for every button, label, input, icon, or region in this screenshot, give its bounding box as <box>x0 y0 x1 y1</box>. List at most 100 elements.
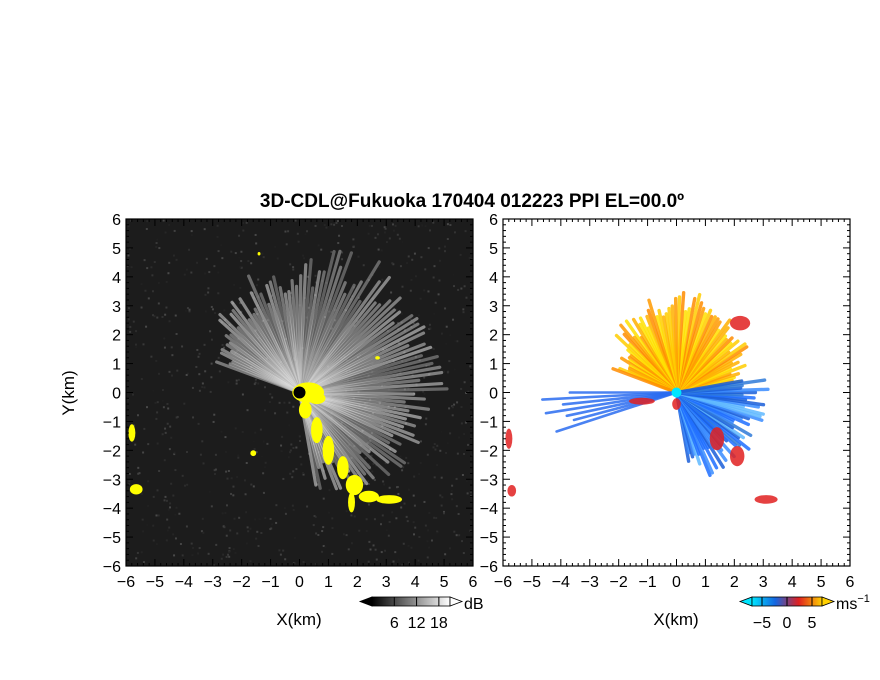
x-tick-label: 2 <box>730 574 739 591</box>
snr-noise-cell <box>321 530 324 533</box>
snr-noise-cell <box>436 464 439 467</box>
snr-noise-cell <box>288 424 291 427</box>
snr-noise-cell <box>213 469 216 472</box>
snr-noise-cell <box>221 343 224 346</box>
snr-noise-cell <box>170 482 173 485</box>
snr-noise-cell <box>436 444 439 447</box>
snr-noise-cell <box>166 402 169 405</box>
snr-noise-cell <box>220 430 223 433</box>
snr-noise-cell <box>262 491 265 494</box>
snr-noise-cell <box>246 409 249 412</box>
snr-highlight-region <box>375 356 380 360</box>
snr-noise-cell <box>383 231 386 234</box>
snr-noise-cell <box>257 278 260 281</box>
snr-noise-cell <box>331 527 334 530</box>
snr-noise-cell <box>295 468 298 471</box>
y-tick-label: 5 <box>489 241 498 258</box>
snr-noise-cell <box>132 424 135 427</box>
snr-noise-cell <box>385 529 388 532</box>
snr-noise-cell <box>169 506 172 509</box>
snr-noise-cell <box>290 443 293 446</box>
snr-noise-cell <box>217 271 220 274</box>
snr-noise-cell <box>255 284 258 287</box>
snr-noise-cell <box>152 524 155 527</box>
y-tick-label: 4 <box>112 270 121 287</box>
snr-noise-cell <box>381 514 384 517</box>
snr-noise-cell <box>143 259 146 262</box>
snr-noise-cell <box>172 254 175 257</box>
x-tick-label: 5 <box>440 574 449 591</box>
snr-noise-cell <box>444 553 447 556</box>
snr-noise-cell <box>264 461 267 464</box>
snr-noise-cell <box>201 386 204 389</box>
snr-noise-cell <box>411 258 414 261</box>
snr-noise-cell <box>269 528 272 531</box>
snr-noise-cell <box>134 443 137 446</box>
snr-noise-cell <box>236 475 239 478</box>
snr-noise-cell <box>461 540 464 543</box>
x-tick-label: 1 <box>324 574 333 591</box>
snr-noise-cell <box>154 401 157 404</box>
snr-noise-cell <box>168 370 171 373</box>
snr-highlight-region <box>128 424 136 442</box>
snr-noise-cell <box>155 246 158 249</box>
snr-noise-cell <box>292 268 295 271</box>
snr-highlight-region <box>298 401 312 419</box>
snr-noise-cell <box>126 399 129 402</box>
snr-noise-cell <box>331 517 334 520</box>
snr-noise-cell <box>419 297 422 300</box>
snr-noise-cell <box>254 378 257 381</box>
snr-noise-cell <box>190 230 193 233</box>
snr-highlight-region <box>345 474 364 496</box>
velocity-x-axis-label: X(km) <box>653 610 698 629</box>
snr-noise-cell <box>227 553 230 556</box>
snr-noise-cell <box>443 370 446 373</box>
snr-noise-cell <box>423 392 426 395</box>
snr-noise-cell <box>198 352 201 355</box>
snr-noise-cell <box>220 244 223 247</box>
snr-noise-cell <box>412 322 415 325</box>
snr-noise-cell <box>451 498 454 501</box>
snr-noise-cell <box>288 401 291 404</box>
x-tick-label: −3 <box>581 574 599 591</box>
snr-noise-cell <box>156 442 159 445</box>
snr-noise-cell <box>275 504 278 507</box>
radar-site <box>671 387 682 398</box>
snr-noise-cell <box>367 232 370 235</box>
snr-noise-cell <box>234 427 237 430</box>
snr-noise-cell <box>284 558 287 561</box>
snr-noise-cell <box>438 259 441 262</box>
snr-noise-cell <box>391 262 394 265</box>
snr-noise-cell <box>275 521 278 524</box>
snr-noise-cell <box>371 470 374 473</box>
snr-noise-cell <box>452 273 455 276</box>
snr-noise-cell <box>341 258 344 261</box>
snr-noise-cell <box>449 334 452 337</box>
x-tick-label: 2 <box>353 574 362 591</box>
snr-noise-cell <box>460 406 463 409</box>
snr-noise-cell <box>152 314 155 317</box>
snr-noise-cell <box>171 374 174 377</box>
y-tick-label: −2 <box>103 443 121 460</box>
x-tick-label: 0 <box>672 574 681 591</box>
snr-noise-cell <box>380 523 383 526</box>
snr-noise-cell <box>173 554 176 557</box>
snr-noise-cell <box>445 451 448 454</box>
snr-noise-cell <box>432 446 435 449</box>
snr-noise-cell <box>304 233 307 236</box>
snr-noise-cell <box>372 544 375 547</box>
snr-noise-cell <box>392 263 395 266</box>
snr-noise-cell <box>128 480 131 483</box>
y-tick-label: 3 <box>489 299 498 316</box>
snr-noise-cell <box>129 219 132 222</box>
snr-noise-cell <box>401 469 404 472</box>
snr-noise-cell <box>463 285 466 288</box>
y-tick-label: −3 <box>103 472 121 489</box>
snr-noise-cell <box>247 530 250 533</box>
snr-noise-cell <box>278 401 281 404</box>
snr-noise-cell <box>432 276 435 279</box>
snr-noise-cell <box>179 542 182 545</box>
snr-noise-cell <box>224 436 227 439</box>
snr-noise-cell <box>161 399 164 402</box>
snr-noise-cell <box>412 494 415 497</box>
